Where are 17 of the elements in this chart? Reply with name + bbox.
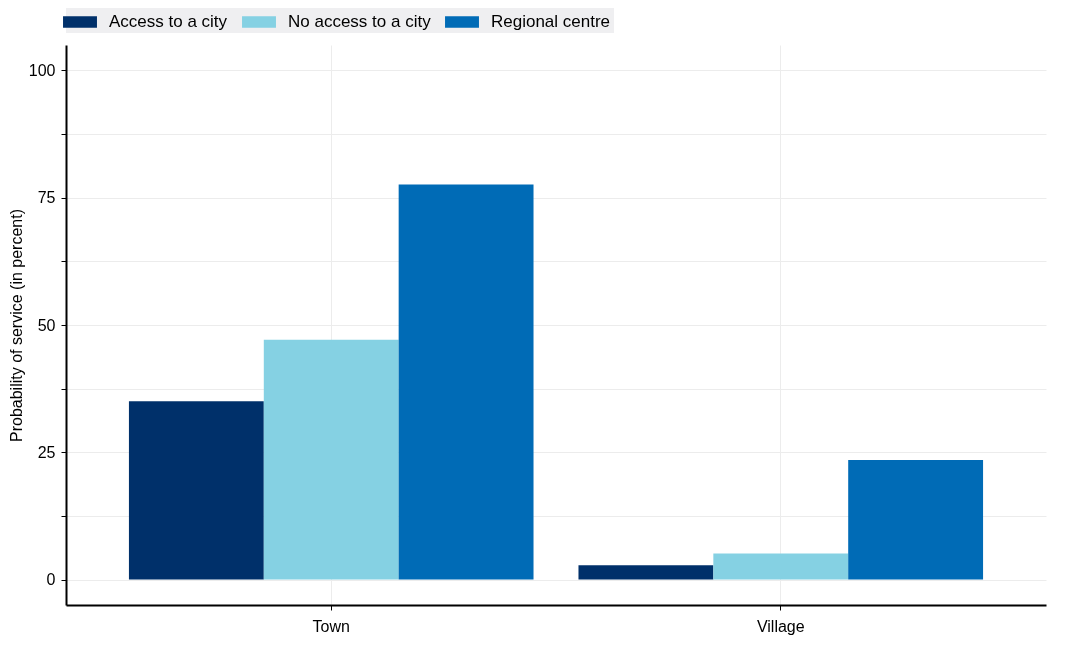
bar — [263, 339, 399, 580]
bar — [848, 459, 984, 580]
bar — [713, 553, 849, 580]
x-tick-label: Village — [756, 617, 805, 635]
bar — [398, 184, 534, 580]
bar — [128, 401, 264, 580]
bar — [578, 565, 714, 580]
legend-label: No access to a city — [288, 12, 432, 31]
x-tick-label: Town — [312, 617, 350, 635]
y-tick-label: 50 — [37, 316, 56, 334]
legend-label: Regional centre — [491, 12, 611, 31]
y-tick-label: 75 — [37, 189, 56, 207]
y-tick-label: 100 — [28, 61, 56, 79]
y-tick-label: 0 — [46, 571, 56, 589]
y-tick-label: 25 — [37, 443, 56, 461]
legend-label: Access to a city — [109, 12, 228, 31]
y-axis-title: Probability of service (in percent) — [7, 209, 25, 442]
